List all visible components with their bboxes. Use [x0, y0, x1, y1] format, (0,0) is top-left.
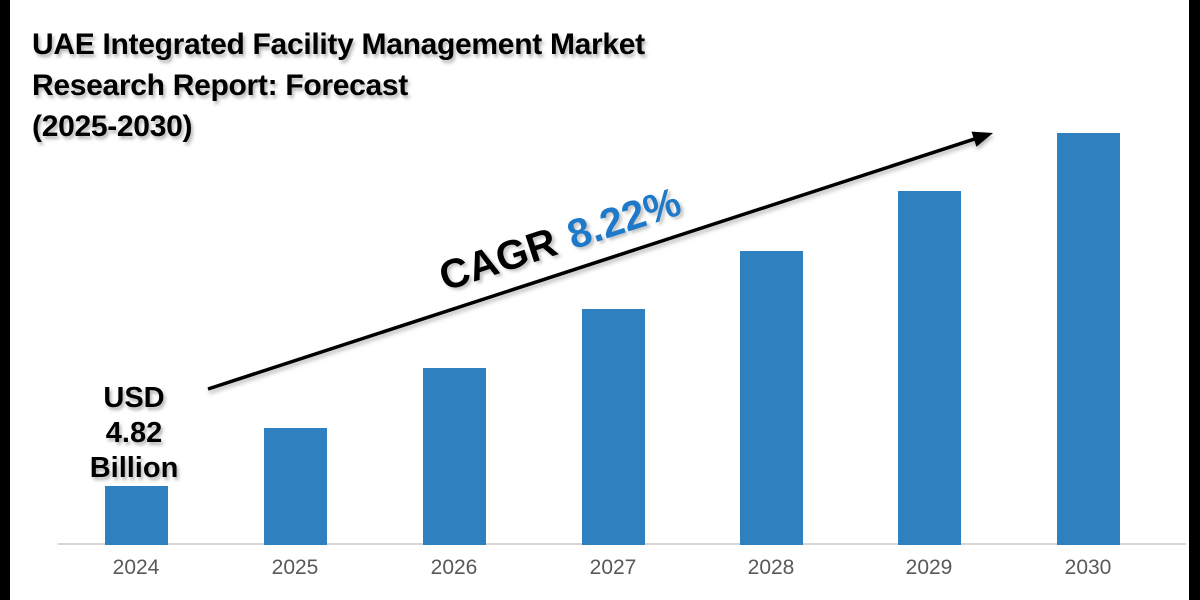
x-tick-2026: 2026 — [430, 556, 478, 579]
x-tick-2024: 2024 — [112, 556, 160, 579]
x-tick-2030: 2030 — [1064, 556, 1112, 579]
chart-title-line-2: Research Report: Forecast — [32, 69, 408, 102]
x-tick-2028: 2028 — [747, 556, 795, 579]
chart-title-line-1: UAE Integrated Facility Management Marke… — [32, 28, 645, 61]
bar-2029 — [897, 191, 961, 545]
cagr-annotation: CAGR8.22% — [410, 171, 710, 308]
bar-2030 — [1056, 133, 1120, 545]
callout-line-1: USD — [103, 382, 165, 414]
chart-title-line-3: (2025-2030) — [32, 110, 193, 143]
callout-line-2: 4.82 — [105, 417, 163, 449]
x-tick-2029: 2029 — [905, 556, 953, 579]
x-tick-2025: 2025 — [271, 556, 319, 579]
bar-2024 — [104, 486, 168, 545]
x-tick-2027: 2027 — [589, 556, 637, 579]
bar-2028 — [739, 251, 803, 545]
cagr-label: CAGR — [433, 218, 563, 300]
callout-line-3: Billion — [89, 452, 179, 484]
bar-2025 — [263, 428, 327, 545]
chart-title: UAE Integrated Facility Management Marke… — [32, 24, 752, 147]
bar-2027 — [581, 309, 645, 545]
bar-2026 — [422, 368, 486, 545]
right-black-strip — [1189, 0, 1200, 600]
first-bar-value-callout: USD 4.82 Billion — [44, 381, 224, 486]
left-black-strip — [0, 0, 10, 600]
growth-arrow-head — [971, 131, 993, 147]
cagr-value: 8.22% — [561, 178, 687, 259]
